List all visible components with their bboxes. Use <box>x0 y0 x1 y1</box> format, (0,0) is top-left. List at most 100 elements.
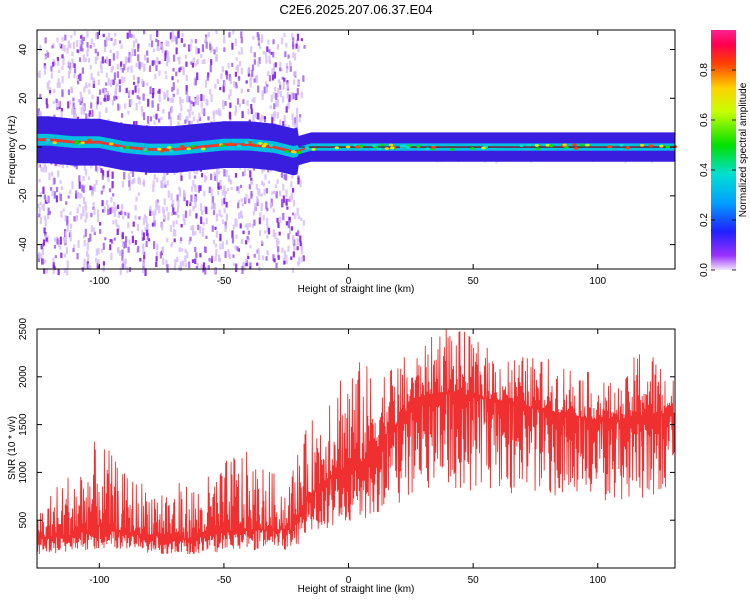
spectrogram-noise-cell <box>63 44 66 52</box>
spectrogram-noise-cell <box>143 112 146 121</box>
spectrogram-noise-cell <box>264 230 267 234</box>
spectrogram-noise-cell <box>210 94 213 103</box>
spectrogram-noise-cell <box>50 72 53 79</box>
spectrogram-noise-cell <box>95 179 98 185</box>
spectrogram-noise-cell <box>238 212 241 220</box>
spectrogram-noise-cell <box>82 105 86 111</box>
spectrogram-noise-cell <box>87 176 91 180</box>
spectrogram-noise-cell <box>121 113 124 118</box>
spectrogram-noise-cell <box>176 88 179 95</box>
spectrogram-noise-cell <box>272 229 275 238</box>
spectrogram-noise-cell <box>177 30 180 39</box>
spectrogram-noise-cell <box>251 64 255 71</box>
spectrogram-noise-cell <box>205 235 208 239</box>
spectrogram-noise-cell <box>175 219 178 225</box>
spectrogram-noise-cell <box>112 42 115 46</box>
spectrogram-noise-cell <box>193 77 196 86</box>
spectrogram-noise-cell <box>267 180 271 184</box>
spectrogram-noise-cell <box>242 99 245 104</box>
spectrogram-noise-cell <box>47 207 50 216</box>
spectrogram-hotspot <box>215 144 220 147</box>
spectrogram-noise-cell <box>171 203 174 208</box>
spectrogram-noise-cell <box>115 85 118 91</box>
spectrogram-noise-cell <box>174 259 177 267</box>
spectrogram-noise-cell <box>286 82 289 89</box>
spectrogram-noise-cell <box>244 224 247 228</box>
spectrogram-noise-cell <box>124 260 127 269</box>
spectrogram-noise-cell <box>283 260 286 265</box>
spectrogram-noise-cell <box>175 47 178 55</box>
spectrogram-noise-cell <box>165 259 168 267</box>
spectrogram-noise-cell <box>268 59 272 64</box>
spectrogram-noise-cell <box>268 49 271 54</box>
spectrogram-noise-cell <box>201 59 204 65</box>
spectrogram-noise-cell <box>55 98 58 104</box>
spectrogram-noise-cell <box>78 181 81 189</box>
spectrogram-noise-cell <box>256 196 259 203</box>
spectrogram-noise-cell <box>165 206 168 212</box>
spectrogram-noise-cell <box>76 252 79 260</box>
spectrogram-noise-cell <box>71 107 75 111</box>
spectrogram-noise-cell <box>67 101 70 109</box>
spectrogram-noise-cell <box>278 81 282 85</box>
spectrogram-noise-cell <box>297 80 300 86</box>
spectrogram-noise-cell <box>530 160 533 163</box>
spectrogram-noise-cell <box>53 244 57 249</box>
spectrogram-hotspot <box>405 145 410 149</box>
spectrogram-noise-cell <box>71 181 74 190</box>
spectrogram-noise-cell <box>103 46 107 52</box>
spectrogram-noise-cell <box>57 58 60 66</box>
spectrogram-noise-cell <box>156 57 159 65</box>
spectrogram-noise-cell <box>183 190 186 198</box>
spectrogram-noise-cell <box>104 82 108 86</box>
spectrogram-noise-cell <box>186 251 189 258</box>
spectrogram-noise-cell <box>162 209 166 218</box>
spectrogram-noise-cell <box>65 267 69 276</box>
spectrogram-noise-cell <box>109 238 112 243</box>
spectrogram-noise-cell <box>201 108 204 114</box>
spectrogram-noise-cell <box>84 219 87 223</box>
spectrogram-noise-cell <box>72 97 75 102</box>
spectrogram-noise-cell <box>246 100 249 106</box>
spectrogram-noise-cell <box>272 51 275 58</box>
spectrogram-noise-cell <box>127 57 130 63</box>
spectrogram-noise-cell <box>44 219 47 227</box>
spectrogram-noise-cell <box>195 169 199 175</box>
spectrogram-noise-cell <box>177 56 180 61</box>
spectrogram-noise-cell <box>288 60 292 66</box>
spectrogram-noise-cell <box>194 246 197 252</box>
spectrogram-noise-cell <box>37 203 40 208</box>
spectrogram-noise-cell <box>240 47 243 55</box>
spectrogram-noise-cell <box>190 38 193 43</box>
spectrogram-noise-cell <box>153 173 156 180</box>
spectrogram-noise-cell <box>276 240 279 248</box>
spectrogram-noise-cell <box>124 103 127 109</box>
spectrogram-noise-cell <box>164 71 167 75</box>
spectrogram-noise-cell <box>155 65 158 72</box>
spectrogram-noise-cell <box>142 93 145 101</box>
spectrogram-noise-cell <box>73 73 76 79</box>
spectrogram-noise-cell <box>292 79 296 85</box>
spectrogram-noise-cell <box>217 109 220 115</box>
spectrogram-noise-cell <box>70 35 73 39</box>
spectrogram-noise-cell <box>186 94 189 100</box>
spectrogram-noise-cell <box>253 96 256 104</box>
spectrogram-noise-cell <box>152 184 155 193</box>
spectrogram-noise-cell <box>291 33 294 38</box>
spectrogram-noise-cell <box>128 239 131 245</box>
spectrogram-noise-cell <box>46 103 49 109</box>
spectrogram-noise-cell <box>39 46 42 51</box>
spectrogram-noise-cell <box>223 81 227 87</box>
spectrogram-noise-cell <box>205 206 208 215</box>
spectrogram-noise-cell <box>43 163 46 169</box>
spectrogram-noise-cell <box>270 51 273 55</box>
spectrogram-noise-cell <box>245 262 248 267</box>
spectrogram-noise-cell <box>66 215 69 224</box>
spectrogram-noise-cell <box>220 214 223 218</box>
spectrogram-noise-cell <box>109 244 112 251</box>
spectrogram-noise-cell <box>292 51 295 59</box>
spectrogram-noise-cell <box>166 180 169 186</box>
spectrogram-noise-cell <box>78 175 81 183</box>
spectrogram-noise-cell <box>97 259 100 266</box>
spectrogram-noise-cell <box>214 83 217 89</box>
